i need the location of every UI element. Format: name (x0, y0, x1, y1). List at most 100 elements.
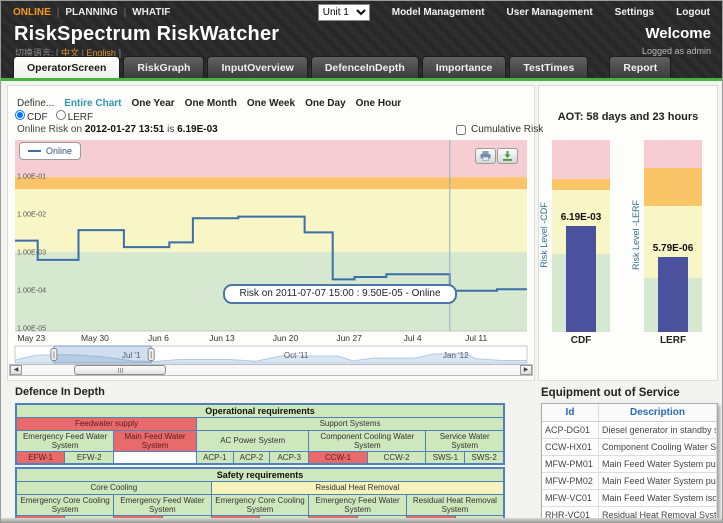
did-cell-emergency-feed-water-system: Emergency Feed Water System (308, 493, 407, 516)
lang-en-link[interactable]: English (86, 48, 116, 58)
y-axis-tick: 1.00E-02 (17, 210, 46, 219)
tab-riskgraph[interactable]: RiskGraph (123, 56, 205, 78)
equipment-description: Main Feed Water System isolation (598, 489, 717, 507)
did-cell-sws-1: SWS-1 (425, 450, 466, 465)
did-cell-emergency-core-cooling-system: Emergency Core Cooling System (210, 493, 310, 516)
did-cell-operational-requirements: Operational requirements (15, 403, 505, 419)
menu-user-management[interactable]: User Management (506, 6, 593, 18)
range-one-year[interactable]: One Year (131, 98, 175, 109)
chart-legend: Online (19, 142, 82, 160)
tab-bar: OperatorScreen RiskGraph InputOverview Defe… (13, 56, 672, 78)
did-cell-efw-1: EFW-1 (15, 450, 66, 465)
equipment-id: ACP-DG01 (542, 421, 599, 439)
x-axis-tick: Jun 6 (148, 333, 169, 343)
top-bar: ONLINE | PLANNING | WHATIF Unit 1 Model Mana… (1, 1, 722, 23)
y-axis-tick: 1.00E-05 (17, 323, 46, 332)
did-cell-acp-2: ACP-2 (232, 450, 271, 465)
equipment-id: MFW-VC01 (542, 489, 599, 507)
lang-prefix: 切换语言: [ (15, 48, 59, 58)
equipment-table: Id Description ACP-DG01 Diesel generator … (542, 404, 717, 522)
x-axis-tick: Jun 20 (273, 333, 299, 343)
navigator-label: Jan '12 (443, 351, 469, 360)
range-one-day[interactable]: One Day (305, 98, 346, 109)
language-switcher: 切换语言: [ 中文 | English ] (15, 46, 121, 59)
range-one-hour[interactable]: One Hour (355, 98, 402, 109)
defence-in-depth-title: Defence In Depth (15, 386, 105, 398)
menu-model-management[interactable]: Model Management (391, 6, 485, 18)
equipment-description: Main Feed Water System pump 2 (598, 472, 717, 490)
header: ONLINE | PLANNING | WHATIF Unit 1 Model Mana… (1, 1, 722, 78)
menu-logout[interactable]: Logout (676, 6, 710, 18)
did-cell-ccw-2: CCW-2 (366, 450, 427, 465)
navigator-label: Jul '1 (122, 351, 141, 360)
cdf-radio-option[interactable]: CDF (15, 110, 48, 123)
accent-divider (1, 78, 722, 81)
tab-defenceindepth[interactable]: DefenceInDepth (310, 56, 419, 78)
mode-whatif[interactable]: WHATIF (132, 6, 171, 18)
risk-band-high (15, 177, 527, 190)
scrollbar-thumb[interactable] (74, 365, 166, 375)
risk-trend-chart[interactable]: 1.00E-01 1.00E-02 1.00E-03 1.00E-04 1.00E-05… (9, 137, 533, 369)
lerf-value-label: 5.79E-06 (652, 243, 694, 254)
chart-scrollbar[interactable]: ◀ ▶ (9, 364, 533, 376)
y-axis-tick: 1.00E-04 (17, 286, 46, 295)
did-cell-efw-2: EFW-2 (64, 450, 115, 465)
lerf-radio-option[interactable]: LERF (55, 110, 93, 123)
did-cell-service-water-system: Service Water System (425, 429, 505, 452)
cdf-gauge-axis-label: Risk Level -CDF (539, 202, 549, 268)
mode-separator: | (56, 6, 60, 18)
logged-as-text: Logged as admin (641, 46, 711, 56)
tab-operatorscreen[interactable]: OperatorScreen (13, 56, 121, 78)
mode-online[interactable]: ONLINE (13, 6, 51, 18)
navigator-area (14, 353, 528, 364)
online-risk-line (15, 215, 527, 292)
print-chart-button[interactable] (475, 148, 496, 164)
online-risk-status: Online Risk on 2012-01-27 13:51 is 6.19E… (17, 124, 218, 135)
lerf-radio[interactable] (55, 110, 66, 120)
cumulative-risk-toggle[interactable]: Cumulative Risk (456, 124, 543, 135)
menu-settings[interactable]: Settings (614, 6, 655, 18)
export-chart-button[interactable] (497, 148, 518, 164)
did-cell-ac-power-system: AC Power System (196, 429, 310, 452)
tab-inputoverview[interactable]: InputOverview (207, 56, 308, 78)
scroll-right-arrow[interactable]: ▶ (520, 365, 532, 375)
gauge-band-cdf-0 (552, 140, 610, 179)
lerf-gauge-label: LERF (659, 335, 687, 346)
did-cell-core-cooling: Core Cooling (15, 481, 212, 495)
tab-importance[interactable]: Importance (421, 56, 507, 78)
mode-planning[interactable]: PLANNING (65, 6, 118, 18)
x-axis-tick: May 23 (17, 333, 45, 343)
equipment-col-description: Description (598, 404, 717, 422)
y-axis-tick: 1.00E-03 (17, 248, 46, 257)
x-axis-tick: Jun 27 (336, 333, 362, 343)
unit-select[interactable]: Unit 1 (317, 3, 370, 21)
did-table-0: Operational requirements Feedwater supply… (15, 403, 505, 466)
tab-report[interactable]: Report (609, 56, 672, 78)
navigator-label: Oct '11 (284, 351, 309, 360)
did-cell-emergency-feed-water-system: Emergency Feed Water System (113, 493, 212, 516)
cdf-gauge: 6.19E-03 (552, 140, 610, 332)
tab-testtimes[interactable]: TestTimes (509, 56, 589, 78)
aot-title: AOT: 58 days and 23 hours (557, 111, 699, 123)
cdf-gauge-label: CDF (570, 335, 592, 346)
range-one-week[interactable]: One Week (246, 98, 296, 109)
cdf-value-label: 6.19E-03 (560, 212, 602, 223)
cumulative-risk-label: Cumulative Risk (471, 124, 544, 135)
equipment-id: MFW-PM01 (542, 455, 599, 473)
did-cell-empty (113, 450, 198, 465)
range-one-month[interactable]: One Month (184, 98, 237, 109)
did-cell-support-systems: Support Systems (196, 417, 505, 431)
lang-suffix: ] (118, 48, 121, 58)
range-entire-chart[interactable]: Entire Chart (64, 98, 122, 109)
did-cell-acp-3: ACP-3 (269, 450, 310, 465)
did-cell-feedwater-supply: Feedwater supply (15, 417, 198, 431)
cdf-radio[interactable] (15, 110, 25, 120)
top-menu: Unit 1 Model Management User Management Se… (317, 3, 710, 21)
mode-switcher: ONLINE | PLANNING | WHATIF (13, 7, 170, 18)
cumulative-risk-checkbox[interactable] (456, 124, 466, 135)
scroll-left-arrow[interactable]: ◀ (10, 365, 22, 375)
lang-zh-link[interactable]: 中文 (61, 48, 80, 58)
